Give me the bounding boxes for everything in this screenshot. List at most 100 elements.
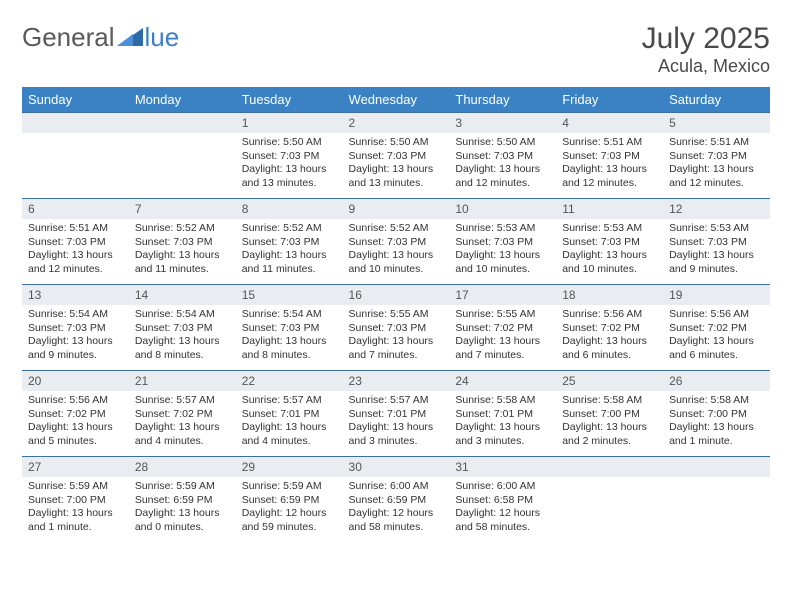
day-number: 2 — [343, 113, 450, 133]
day-number: 5 — [663, 113, 770, 133]
daylight-line: Daylight: 13 hours and 2 minutes. — [562, 421, 657, 448]
day-number: 24 — [449, 371, 556, 391]
sunset-line: Sunset: 7:02 PM — [562, 322, 657, 336]
daylight-line: Daylight: 13 hours and 1 minute. — [28, 507, 123, 534]
empty-daynum — [129, 113, 236, 133]
calendar-day-cell: 4Sunrise: 5:51 AMSunset: 7:03 PMDaylight… — [556, 113, 663, 199]
sunrise-line: Sunrise: 5:52 AM — [349, 222, 444, 236]
calendar-day-cell: 14 Sunrise: 5:54 AMSunset: 7:03 PMDayligh… — [129, 285, 236, 371]
sunset-line: Sunset: 7:02 PM — [669, 322, 764, 336]
sunrise-line: Sunrise: 5:51 AM — [562, 136, 657, 150]
logo-general-text: General — [22, 22, 115, 53]
sunset-line: Sunset: 7:01 PM — [349, 408, 444, 422]
day-header-row: SundayMondayTuesdayWednesdayThursdayFrid… — [22, 87, 770, 113]
day-number: 9 — [343, 199, 450, 219]
calendar-day-cell: 27Sunrise: 5:59 AMSunset: 7:00 PMDayligh… — [22, 457, 129, 543]
day-details: Sunrise: 6:00 AMSunset: 6:59 PMDaylight:… — [343, 477, 450, 538]
calendar-week-row: 20Sunrise: 5:56 AMSunset: 7:02 PMDayligh… — [22, 371, 770, 457]
day-details: Sunrise: 5:51 AMSunset: 7:03 PMDaylight:… — [22, 219, 129, 280]
day-details: Sunrise: 5:58 AMSunset: 7:01 PMDaylight:… — [449, 391, 556, 452]
page-title: July 2025 — [642, 22, 770, 56]
calendar-day-cell: 30Sunrise: 6:00 AMSunset: 6:59 PMDayligh… — [343, 457, 450, 543]
sunrise-line: Sunrise: 5:56 AM — [562, 308, 657, 322]
sunset-line: Sunset: 7:00 PM — [669, 408, 764, 422]
day-details: Sunrise: 5:55 AMSunset: 7:03 PMDaylight:… — [343, 305, 450, 366]
daylight-line: Daylight: 13 hours and 8 minutes. — [135, 335, 230, 362]
sunrise-line: Sunrise: 5:57 AM — [242, 394, 337, 408]
sunset-line: Sunset: 7:03 PM — [135, 236, 230, 250]
sunrise-line: Sunrise: 5:53 AM — [669, 222, 764, 236]
calendar-day-cell: 17Sunrise: 5:55 AMSunset: 7:02 PMDayligh… — [449, 285, 556, 371]
calendar-day-cell: 12Sunrise: 5:53 AMSunset: 7:03 PMDayligh… — [663, 199, 770, 285]
calendar-day-cell: 6Sunrise: 5:51 AMSunset: 7:03 PMDaylight… — [22, 199, 129, 285]
day-number: 19 — [663, 285, 770, 305]
day-details: Sunrise: 5:51 AMSunset: 7:03 PMDaylight:… — [663, 133, 770, 194]
sunset-line: Sunset: 7:03 PM — [28, 236, 123, 250]
day-number: 4 — [556, 113, 663, 133]
sunset-line: Sunset: 7:03 PM — [242, 322, 337, 336]
day-number: 1 — [236, 113, 343, 133]
sunset-line: Sunset: 6:59 PM — [242, 494, 337, 508]
sunset-line: Sunset: 7:03 PM — [455, 236, 550, 250]
daylight-line: Daylight: 13 hours and 6 minutes. — [669, 335, 764, 362]
day-number: 14 — [129, 285, 236, 305]
empty-daynum — [22, 113, 129, 133]
sunset-line: Sunset: 7:01 PM — [242, 408, 337, 422]
day-details: Sunrise: 5:53 AMSunset: 7:03 PMDaylight:… — [663, 219, 770, 280]
sunrise-line: Sunrise: 5:58 AM — [455, 394, 550, 408]
sunrise-line: Sunrise: 5:52 AM — [135, 222, 230, 236]
sunrise-line: Sunrise: 5:54 AM — [135, 308, 230, 322]
day-header: Saturday — [663, 87, 770, 113]
day-details: Sunrise: 5:55 AMSunset: 7:02 PMDaylight:… — [449, 305, 556, 366]
calendar-day-cell: 3Sunrise: 5:50 AMSunset: 7:03 PMDaylight… — [449, 113, 556, 199]
calendar-day-cell: 9 Sunrise: 5:52 AMSunset: 7:03 PMDaylight… — [343, 199, 450, 285]
day-details: Sunrise: 5:54 AMSunset: 7:03 PMDaylight:… — [22, 305, 129, 366]
day-details: Sunrise: 5:54 AMSunset: 7:03 PMDaylight:… — [236, 305, 343, 366]
daylight-line: Daylight: 13 hours and 10 minutes. — [349, 249, 444, 276]
day-number: 11 — [556, 199, 663, 219]
sunrise-line: Sunrise: 5:59 AM — [135, 480, 230, 494]
daylight-line: Daylight: 13 hours and 7 minutes. — [455, 335, 550, 362]
sunset-line: Sunset: 7:03 PM — [349, 322, 444, 336]
day-number: 8 — [236, 199, 343, 219]
day-details: Sunrise: 5:51 AMSunset: 7:03 PMDaylight:… — [556, 133, 663, 194]
calendar-week-row: 27Sunrise: 5:59 AMSunset: 7:00 PMDayligh… — [22, 457, 770, 543]
sunset-line: Sunset: 7:02 PM — [455, 322, 550, 336]
sunset-line: Sunset: 7:03 PM — [562, 150, 657, 164]
daylight-line: Daylight: 13 hours and 3 minutes. — [349, 421, 444, 448]
sunset-line: Sunset: 6:58 PM — [455, 494, 550, 508]
sunset-line: Sunset: 7:03 PM — [135, 322, 230, 336]
calendar-day-cell: 18Sunrise: 5:56 AMSunset: 7:02 PMDayligh… — [556, 285, 663, 371]
sunset-line: Sunset: 7:02 PM — [28, 408, 123, 422]
calendar-day-cell: 29Sunrise: 5:59 AMSunset: 6:59 PMDayligh… — [236, 457, 343, 543]
sunrise-line: Sunrise: 5:50 AM — [242, 136, 337, 150]
sunset-line: Sunset: 7:03 PM — [349, 236, 444, 250]
daylight-line: Daylight: 13 hours and 7 minutes. — [349, 335, 444, 362]
sunrise-line: Sunrise: 5:56 AM — [669, 308, 764, 322]
day-details: Sunrise: 5:58 AMSunset: 7:00 PMDaylight:… — [556, 391, 663, 452]
sunset-line: Sunset: 7:03 PM — [349, 150, 444, 164]
day-number: 31 — [449, 457, 556, 477]
sunrise-line: Sunrise: 5:57 AM — [135, 394, 230, 408]
sunset-line: Sunset: 7:03 PM — [242, 150, 337, 164]
day-number: 6 — [22, 199, 129, 219]
calendar-day-cell: 25Sunrise: 5:58 AMSunset: 7:00 PMDayligh… — [556, 371, 663, 457]
daylight-line: Daylight: 13 hours and 13 minutes. — [349, 163, 444, 190]
sunset-line: Sunset: 7:01 PM — [455, 408, 550, 422]
daylight-line: Daylight: 12 hours and 58 minutes. — [349, 507, 444, 534]
day-details: Sunrise: 5:56 AMSunset: 7:02 PMDaylight:… — [22, 391, 129, 452]
day-details: Sunrise: 5:57 AMSunset: 7:02 PMDaylight:… — [129, 391, 236, 452]
day-details: Sunrise: 5:59 AMSunset: 6:59 PMDaylight:… — [129, 477, 236, 538]
calendar-day-cell: 10Sunrise: 5:53 AMSunset: 7:03 PMDayligh… — [449, 199, 556, 285]
calendar-body: 1Sunrise: 5:50 AMSunset: 7:03 PMDaylight… — [22, 113, 770, 543]
sunrise-line: Sunrise: 5:53 AM — [562, 222, 657, 236]
daylight-line: Daylight: 13 hours and 4 minutes. — [242, 421, 337, 448]
day-details: Sunrise: 5:59 AMSunset: 7:00 PMDaylight:… — [22, 477, 129, 538]
calendar-empty-cell — [22, 113, 129, 199]
calendar-day-cell: 31Sunrise: 6:00 AMSunset: 6:58 PMDayligh… — [449, 457, 556, 543]
sunset-line: Sunset: 7:03 PM — [562, 236, 657, 250]
day-header: Tuesday — [236, 87, 343, 113]
calendar-day-cell: 11Sunrise: 5:53 AMSunset: 7:03 PMDayligh… — [556, 199, 663, 285]
calendar-day-cell: 22Sunrise: 5:57 AMSunset: 7:01 PMDayligh… — [236, 371, 343, 457]
calendar-week-row: 1Sunrise: 5:50 AMSunset: 7:03 PMDaylight… — [22, 113, 770, 199]
